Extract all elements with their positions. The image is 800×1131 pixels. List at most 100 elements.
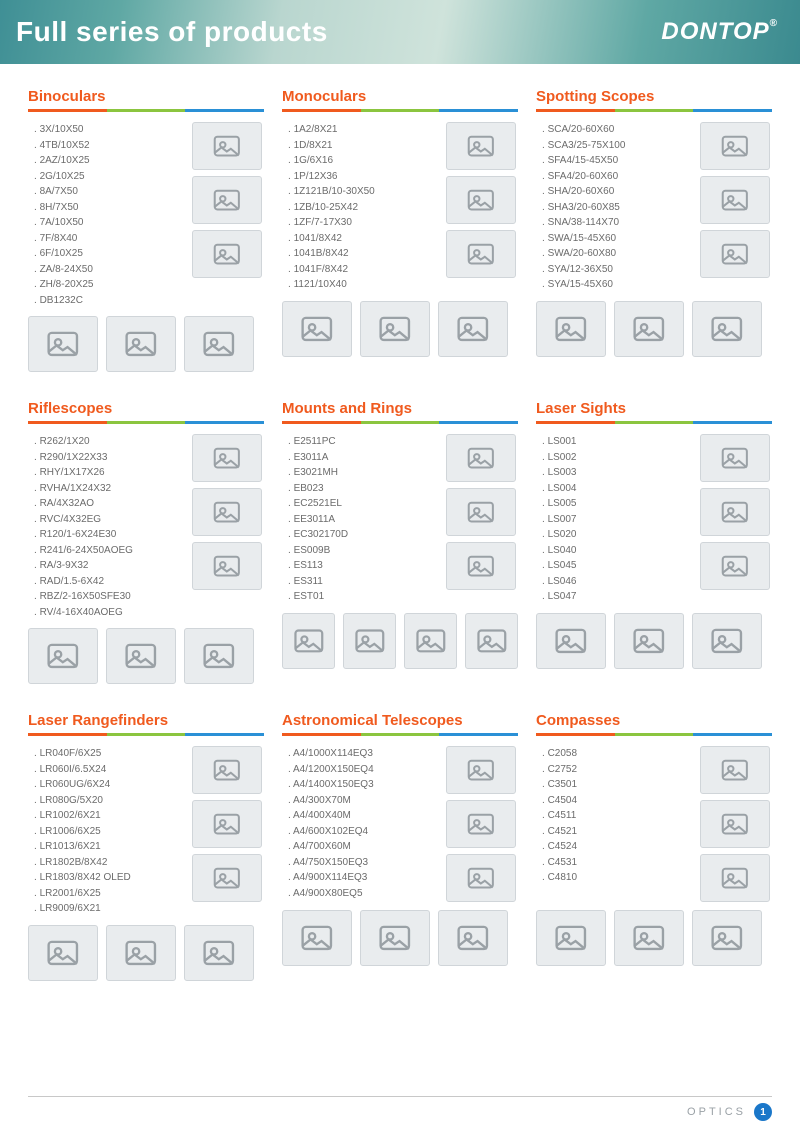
product-item: SCA/20-60X60 xyxy=(542,122,690,138)
category-block: Monoculars1A2/8X211D/8X211G/6X161P/12X36… xyxy=(282,88,518,372)
product-item: 8H/7X50 xyxy=(34,200,182,216)
title-underline xyxy=(28,733,264,736)
product-item: EC302170D xyxy=(288,527,436,543)
product-item: 4TB/10X52 xyxy=(34,138,182,154)
product-item: DB1232C xyxy=(34,293,182,309)
bottom-images xyxy=(28,925,264,981)
product-item: 2AZ/10X25 xyxy=(34,153,182,169)
product-item: C2752 xyxy=(542,762,690,778)
side-images xyxy=(698,434,772,605)
product-image xyxy=(446,122,516,170)
product-item: SFA4/20-60X60 xyxy=(542,169,690,185)
product-item: LR1002/6X21 xyxy=(34,808,182,824)
product-image xyxy=(446,746,516,794)
title-underline xyxy=(28,421,264,424)
product-item: LR1803/8X42 OLED xyxy=(34,870,182,886)
product-image xyxy=(446,230,516,278)
product-item: A4/600X102EQ4 xyxy=(288,824,436,840)
product-image xyxy=(692,301,762,357)
category-block: CompassesC2058C2752C3501C4504C4511C4521C… xyxy=(536,712,772,981)
product-image xyxy=(28,316,98,372)
product-item: E3021MH xyxy=(288,465,436,481)
product-item: LS001 xyxy=(542,434,690,450)
product-item: EE3011A xyxy=(288,512,436,528)
product-image xyxy=(106,316,176,372)
product-item: E3011A xyxy=(288,450,436,466)
product-image xyxy=(446,542,516,590)
product-item: A4/1400X150EQ3 xyxy=(288,777,436,793)
header-banner: Full series of products DONTOP® xyxy=(0,0,800,64)
product-item: A4/1000X114EQ3 xyxy=(288,746,436,762)
product-item: LS005 xyxy=(542,496,690,512)
product-list: LR040F/6X25LR060I/6.5X24LR060UG/6X24LR08… xyxy=(28,746,182,917)
category-block: Binoculars3X/10X504TB/10X522AZ/10X252G/1… xyxy=(28,88,264,372)
product-item: C3501 xyxy=(542,777,690,793)
product-item: C4531 xyxy=(542,855,690,871)
category-row: Laser Rangefinders LR040F/6X25LR060I/6.5X… xyxy=(28,712,772,981)
product-image xyxy=(438,910,508,966)
product-item: LR1802B/8X42 xyxy=(34,855,182,871)
product-list: A4/1000X114EQ3A4/1200X150EQ4A4/1400X150E… xyxy=(282,746,436,902)
product-item: LR060I/6.5X24 xyxy=(34,762,182,778)
product-image xyxy=(614,910,684,966)
product-item: SYA/12-36X50 xyxy=(542,262,690,278)
side-images xyxy=(190,122,264,308)
product-image xyxy=(700,122,770,170)
product-item: ES009B xyxy=(288,543,436,559)
product-image xyxy=(192,488,262,536)
product-image xyxy=(184,628,254,684)
product-item: 1041F/8X42 xyxy=(288,262,436,278)
product-item: SWA/20-60X80 xyxy=(542,246,690,262)
product-list: LS001LS002LS003LS004LS005LS007LS020LS040… xyxy=(536,434,690,605)
product-image xyxy=(700,230,770,278)
category-row: RiflescopesR262/1X20R290/1X22X33RHY/1X17… xyxy=(28,400,772,684)
product-item: A4/700X60M xyxy=(288,839,436,855)
product-item: LR1006/6X25 xyxy=(34,824,182,840)
product-image xyxy=(692,910,762,966)
product-item: ZA/8-24X50 xyxy=(34,262,182,278)
page-number: 1 xyxy=(754,1103,772,1121)
product-item: A4/400X40M xyxy=(288,808,436,824)
product-item: SYA/15-45X60 xyxy=(542,277,690,293)
category-title: Spotting Scopes xyxy=(536,88,772,105)
product-item: 1A2/8X21 xyxy=(288,122,436,138)
product-image xyxy=(446,434,516,482)
category-block: Mounts and RingsE2511PCE3011AE3021MHEB02… xyxy=(282,400,518,684)
product-item: LS040 xyxy=(542,543,690,559)
bottom-images xyxy=(536,910,772,966)
product-image xyxy=(343,613,396,669)
product-item: SNA/38-114X70 xyxy=(542,215,690,231)
product-item: SHA3/20-60X85 xyxy=(542,200,690,216)
product-item: RHY/1X17X26 xyxy=(34,465,182,481)
product-item: LS002 xyxy=(542,450,690,466)
side-images xyxy=(190,434,264,620)
product-item: SCA3/25-75X100 xyxy=(542,138,690,154)
product-item: RAD/1.5-6X42 xyxy=(34,574,182,590)
category-block: Astronomical TelescopesA4/1000X114EQ3A4/… xyxy=(282,712,518,981)
product-item: LR080G/5X20 xyxy=(34,793,182,809)
product-item: LR2001/6X25 xyxy=(34,886,182,902)
side-images xyxy=(444,746,518,902)
product-item: R241/6-24X50AOEG xyxy=(34,543,182,559)
product-item: RA/3-9X32 xyxy=(34,558,182,574)
product-item: C4521 xyxy=(542,824,690,840)
product-item: LS046 xyxy=(542,574,690,590)
category-title: Riflescopes xyxy=(28,400,264,417)
bottom-images xyxy=(28,628,264,684)
product-image xyxy=(282,910,352,966)
product-image xyxy=(700,542,770,590)
category-body: 3X/10X504TB/10X522AZ/10X252G/10X258A/7X5… xyxy=(28,122,264,308)
category-title: Compasses xyxy=(536,712,772,729)
product-list: SCA/20-60X60SCA3/25-75X100SFA4/15-45X50S… xyxy=(536,122,690,293)
product-item: C4524 xyxy=(542,839,690,855)
category-title: Laser Rangefinders xyxy=(28,712,264,729)
category-body: LR040F/6X25LR060I/6.5X24LR060UG/6X24LR08… xyxy=(28,746,264,917)
category-block: Laser Sights LS001LS002LS003LS004LS005LS0… xyxy=(536,400,772,684)
product-item: 1041/8X42 xyxy=(288,231,436,247)
product-item: R262/1X20 xyxy=(34,434,182,450)
product-item: 3X/10X50 xyxy=(34,122,182,138)
category-title: Laser Sights xyxy=(536,400,772,417)
product-list: E2511PCE3011AE3021MHEB023EC2521ELEE3011A… xyxy=(282,434,436,605)
logo-mark: ® xyxy=(770,18,778,29)
product-image xyxy=(700,746,770,794)
